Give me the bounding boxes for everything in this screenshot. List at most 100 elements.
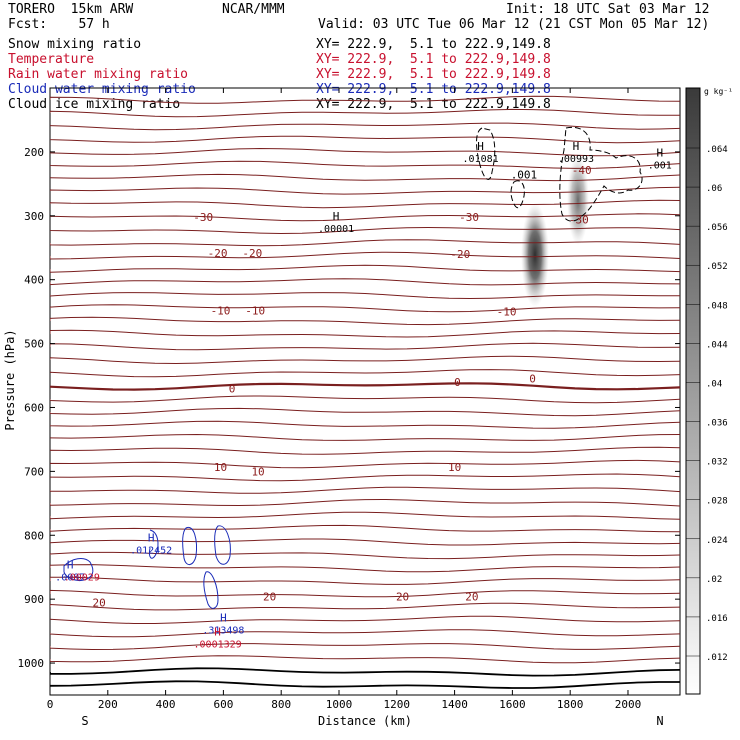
field-cloudwater-name: Cloud water mixing ratio [8,82,196,97]
x-tick-label: 400 [156,698,176,711]
isotherm-line [50,473,680,482]
extremum-value: .0087 [55,572,85,583]
isotherm-line [50,395,680,404]
cloud-ice-contour-2 [559,126,643,222]
extremum-mark: H [67,558,74,571]
isotherm-line [50,251,680,260]
y-tick-label: 1000 [18,657,45,670]
init-label: Init: 18 UTC Sat 03 Mar 12 [506,2,710,17]
extrema-labels: H.00001H.01081.001H.00993H.001H.012452H.… [55,140,672,651]
isotherm-line [50,433,680,441]
cloud-ice-contour-1 [476,127,496,180]
x-tick-label: 0 [47,698,54,711]
x-tick-label: 800 [271,698,291,711]
extremum-mark: H [477,140,484,153]
temperature-label: -10 [497,306,517,319]
isotherm-line [50,264,680,273]
colorbar-tick-label: .024 [706,536,728,546]
cloud-water-contour-2 [182,526,197,565]
center-label: NCAR/MMM [222,2,285,17]
cloud-water-contours [63,525,231,609]
cloud-water-contour-4 [149,529,159,559]
isotherm-line [50,382,680,391]
extremum-mark: H [573,140,580,153]
isotherm-line [50,511,680,520]
x-tick-label: 1600 [499,698,526,711]
field-cloudwater-xy: XY= 222.9, 5.1 to 222.9,149.8 [316,82,551,97]
isotherm-line [50,655,680,664]
cloud-ice-contour-3 [510,180,525,209]
isotherm-line [50,643,680,651]
colorbar-fill [685,87,701,695]
field-temperature-name: Temperature [8,52,95,67]
extremum-value: .012452 [130,546,172,557]
isotherm-line [50,524,680,533]
field-rain-xy: XY= 222.9, 5.1 to 222.9,149.8 [316,67,551,82]
y-axis-title: Pressure (hPa) [3,329,17,430]
temperature-label: -40 [572,164,592,177]
isotherm-line [50,680,680,689]
isotherm-line [50,329,680,338]
x-tick-label: 200 [98,698,118,711]
plot-area [49,87,681,696]
x-tick-label: 1000 [326,698,353,711]
x-axis-left-end-label: S [81,714,88,728]
temperature-label: 10 [214,461,227,474]
extremum-value: .00029 [64,572,100,583]
field-snow-name: Snow mixing ratio [8,37,142,52]
isotherm-line [50,564,680,573]
isotherm-line [50,629,680,638]
isotherm-line [50,446,680,455]
isotherm-line [50,589,680,598]
isotherm-line [50,292,680,300]
cloud-water-contour-3 [214,525,231,565]
isotherm-line [50,135,680,144]
extremum-value: .00001 [318,224,354,235]
isotherm-line [50,173,680,182]
snow-shade-secondary [567,155,589,245]
temperature-label: -20 [450,248,470,261]
extremum-mark: H [220,611,227,624]
isotherm-line [50,304,680,313]
colorbar-tick-label: .044 [706,340,728,350]
isotherm-line [50,538,680,546]
y-tick-label: 300 [24,210,44,223]
isotherm-line [50,342,680,351]
cloud-ice-contours [476,126,643,222]
valid-label: Valid: 03 UTC Tue 06 Mar 12 (21 CST Mon … [318,17,710,32]
isotherm-line [50,213,680,222]
isotherm-line [50,316,680,326]
isotherm-line [50,355,680,365]
field-temperature-xy: XY= 222.9, 5.1 to 222.9,149.8 [316,52,551,67]
extremum-value: .0001329 [194,639,242,650]
isotherm-line [50,199,680,209]
temperature-label: -30 [193,211,213,224]
colorbar-unit: g kg⁻¹ [704,87,733,96]
colorbar-ticks: .012 .016 .02 .024 .028 .032 .036 .04 .044 .048 .0… [686,145,728,663]
isotherm-lines [50,95,680,689]
colorbar-tick-label: .02 [706,575,722,585]
isotherm-line [50,108,680,118]
isotherm-line [50,486,680,494]
isotherm-line [50,186,680,195]
isotherm-line [50,615,680,624]
temperature-label: -20 [208,247,228,260]
isotherm-line [50,576,680,585]
extremum-mark: .001 [511,169,538,182]
isotherm-line [50,369,680,378]
colorbar-tick-label: .036 [706,419,728,429]
isotherm-line [50,147,680,157]
extremum-value: .00993 [558,154,594,165]
x-tick-label: 1200 [384,698,411,711]
x-axis-title: Distance (km) [318,714,412,728]
temperature-label: 20 [263,591,276,604]
isotherm-line [50,278,680,286]
field-snow-xy: XY= 222.9, 5.1 to 222.9,149.8 [316,37,551,52]
colorbar-tick-label: .012 [706,653,728,663]
temperature-label: -10 [245,304,265,317]
x-axis: 0 200 400 600 800 1000 1200 1400 1600 1800 2000 [47,88,641,711]
temperature-label: 20 [396,591,409,604]
x-tick-label: 1400 [441,698,468,711]
colorbar-tick-label: .056 [706,223,728,233]
